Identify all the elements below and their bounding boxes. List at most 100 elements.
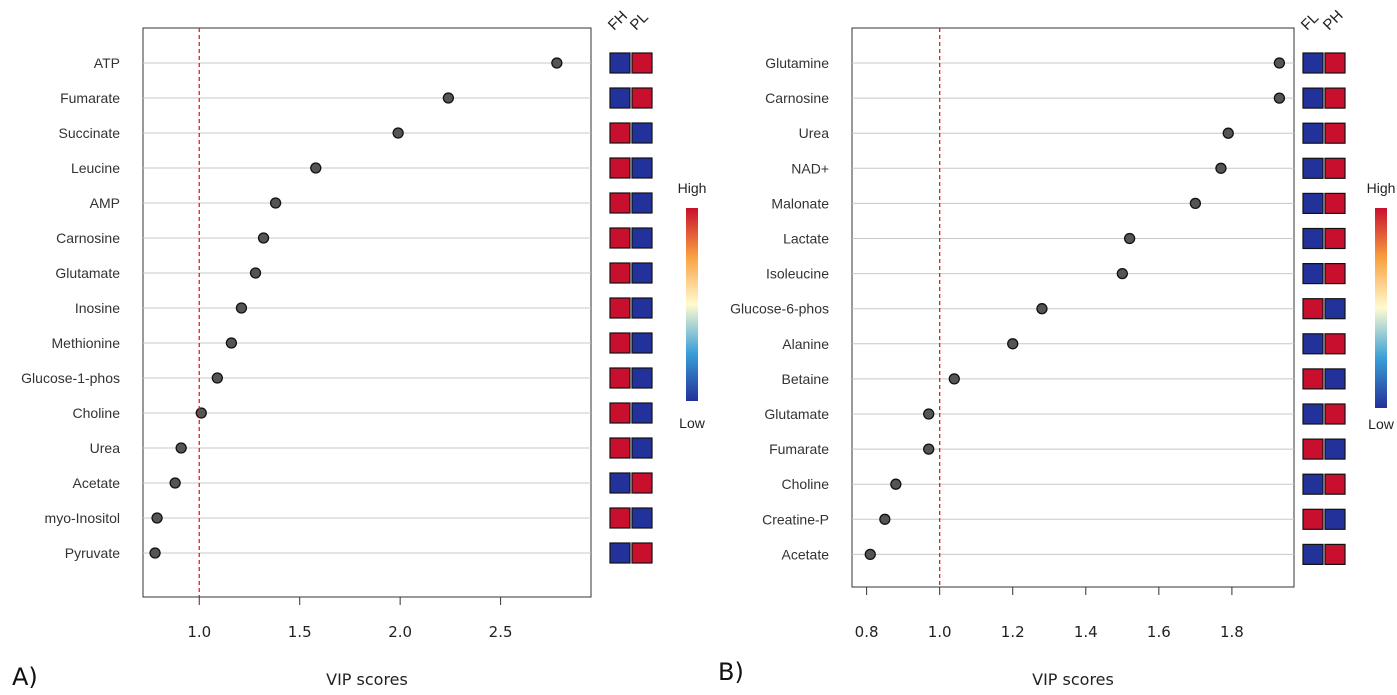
category-label: Glutamate	[764, 406, 829, 422]
data-point	[152, 513, 162, 523]
heat-cell-pl	[632, 333, 652, 353]
category-label: Succinate	[59, 125, 121, 141]
data-point	[880, 514, 890, 524]
x-tick-label: 1.8	[1220, 623, 1244, 641]
data-point	[176, 443, 186, 453]
heat-column-header: PH	[1320, 7, 1347, 34]
category-label: Alanine	[782, 336, 829, 352]
heat-cell-fh	[610, 263, 630, 283]
heat-cell-fl	[1303, 474, 1323, 494]
data-point	[271, 198, 281, 208]
category-label: Creatine-P	[762, 511, 829, 527]
data-point	[865, 549, 875, 559]
data-point	[236, 303, 246, 313]
category-label: Fumarate	[769, 441, 829, 457]
heat-cell-ph	[1325, 229, 1345, 249]
data-point	[150, 548, 160, 558]
category-label: Lactate	[783, 231, 829, 247]
heat-cell-fh	[610, 508, 630, 528]
heat-cell-ph	[1325, 53, 1345, 73]
data-point	[226, 338, 236, 348]
data-point	[1037, 304, 1047, 314]
heat-cell-pl	[632, 228, 652, 248]
heat-cell-fh	[610, 123, 630, 143]
data-point	[924, 444, 934, 454]
heat-cell-pl	[632, 88, 652, 108]
category-label: Glucose-6-phos	[730, 301, 829, 317]
panel-label: A)	[12, 663, 38, 691]
heat-cell-fl	[1303, 369, 1323, 389]
data-point	[949, 374, 959, 384]
category-label: ATP	[94, 55, 120, 71]
legend-low-label: Low	[679, 415, 706, 431]
data-point	[1274, 93, 1284, 103]
category-label: Inosine	[75, 300, 120, 316]
category-label: Methionine	[52, 335, 121, 351]
category-label: NAD+	[791, 160, 829, 176]
data-point	[1190, 198, 1200, 208]
heat-cell-fl	[1303, 439, 1323, 459]
data-point	[1117, 269, 1127, 279]
category-label: Urea	[799, 125, 830, 141]
data-point	[1008, 339, 1018, 349]
x-tick-label: 1.4	[1074, 623, 1098, 641]
heat-cell-fl	[1303, 509, 1323, 529]
heat-cell-fh	[610, 333, 630, 353]
category-label: Carnosine	[56, 230, 120, 246]
heat-cell-pl	[632, 298, 652, 318]
heat-cell-ph	[1325, 334, 1345, 354]
heat-cell-ph	[1325, 193, 1345, 213]
heat-cell-fh	[610, 473, 630, 493]
category-label: Pyruvate	[65, 545, 120, 561]
category-label: Glucose-1-phos	[21, 370, 120, 386]
category-label: Fumarate	[60, 90, 120, 106]
heat-cell-fl	[1303, 158, 1323, 178]
heat-cell-fh	[610, 228, 630, 248]
heat-cell-fh	[610, 158, 630, 178]
heat-cell-fl	[1303, 544, 1323, 564]
data-point	[170, 478, 180, 488]
data-point	[1216, 163, 1226, 173]
heat-cell-pl	[632, 508, 652, 528]
data-point	[1223, 128, 1233, 138]
heat-cell-ph	[1325, 474, 1345, 494]
heat-cell-fl	[1303, 299, 1323, 319]
x-tick-label: 0.8	[855, 623, 879, 641]
heat-cell-ph	[1325, 404, 1345, 424]
heat-cell-ph	[1325, 544, 1345, 564]
heat-cell-pl	[632, 368, 652, 388]
heat-cell-ph	[1325, 299, 1345, 319]
category-label: Leucine	[71, 160, 120, 176]
category-label: Choline	[782, 476, 830, 492]
chart-panel-a: ATP Fumarate Succinate Leucine AMP Carnosine G…	[12, 8, 706, 691]
heat-cell-ph	[1325, 123, 1345, 143]
heat-cell-ph	[1325, 264, 1345, 284]
heat-column-header: PL	[627, 9, 652, 34]
data-point	[393, 128, 403, 138]
x-axis-title: VIP scores	[326, 670, 408, 689]
heat-cell-fl	[1303, 193, 1323, 213]
heat-cell-pl	[632, 53, 652, 73]
heat-cell-fl	[1303, 334, 1323, 354]
color-legend-bar	[1375, 208, 1387, 408]
data-point	[311, 163, 321, 173]
data-point	[251, 268, 261, 278]
heat-cell-fh	[610, 368, 630, 388]
heat-cell-fl	[1303, 229, 1323, 249]
data-point	[924, 409, 934, 419]
data-point	[259, 233, 269, 243]
category-label: Betaine	[782, 371, 830, 387]
data-point	[212, 373, 222, 383]
heat-cell-fh	[610, 53, 630, 73]
heat-cell-fl	[1303, 53, 1323, 73]
x-tick-label: 1.0	[187, 623, 211, 641]
heat-cell-ph	[1325, 88, 1345, 108]
heat-cell-fh	[610, 298, 630, 318]
heat-cell-pl	[632, 543, 652, 563]
heat-cell-pl	[632, 438, 652, 458]
x-tick-label: 2.5	[489, 623, 513, 641]
legend-high-label: High	[678, 180, 707, 196]
category-label: Malonate	[771, 195, 829, 211]
category-label: Glutamine	[765, 55, 829, 71]
